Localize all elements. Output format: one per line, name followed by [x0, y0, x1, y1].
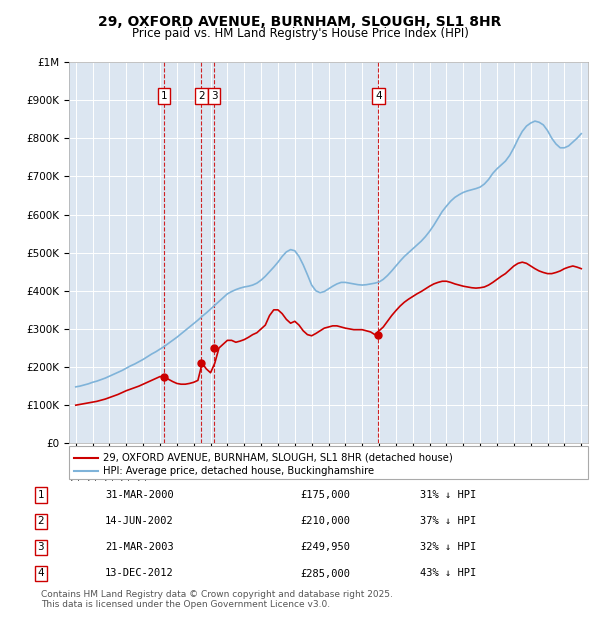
- Text: 37% ↓ HPI: 37% ↓ HPI: [420, 516, 476, 526]
- Text: 1: 1: [161, 91, 167, 101]
- Text: 13-DEC-2012: 13-DEC-2012: [105, 569, 174, 578]
- Text: 31-MAR-2000: 31-MAR-2000: [105, 490, 174, 500]
- Text: Price paid vs. HM Land Registry's House Price Index (HPI): Price paid vs. HM Land Registry's House …: [131, 27, 469, 40]
- Text: 31% ↓ HPI: 31% ↓ HPI: [420, 490, 476, 500]
- Text: 2: 2: [37, 516, 44, 526]
- Text: 1: 1: [37, 490, 44, 500]
- Text: Contains HM Land Registry data © Crown copyright and database right 2025.
This d: Contains HM Land Registry data © Crown c…: [41, 590, 392, 609]
- Text: 43% ↓ HPI: 43% ↓ HPI: [420, 569, 476, 578]
- Text: 4: 4: [37, 569, 44, 578]
- Text: 21-MAR-2003: 21-MAR-2003: [105, 542, 174, 552]
- Text: 29, OXFORD AVENUE, BURNHAM, SLOUGH, SL1 8HR (detached house): 29, OXFORD AVENUE, BURNHAM, SLOUGH, SL1 …: [103, 453, 452, 463]
- Text: £210,000: £210,000: [300, 516, 350, 526]
- Text: HPI: Average price, detached house, Buckinghamshire: HPI: Average price, detached house, Buck…: [103, 466, 374, 476]
- Text: 3: 3: [211, 91, 218, 101]
- Text: £285,000: £285,000: [300, 569, 350, 578]
- Text: £249,950: £249,950: [300, 542, 350, 552]
- Text: 4: 4: [375, 91, 382, 101]
- Text: 32% ↓ HPI: 32% ↓ HPI: [420, 542, 476, 552]
- Text: £175,000: £175,000: [300, 490, 350, 500]
- Text: 2: 2: [198, 91, 205, 101]
- Text: 3: 3: [37, 542, 44, 552]
- FancyBboxPatch shape: [69, 446, 588, 479]
- Text: 29, OXFORD AVENUE, BURNHAM, SLOUGH, SL1 8HR: 29, OXFORD AVENUE, BURNHAM, SLOUGH, SL1 …: [98, 16, 502, 30]
- Text: 14-JUN-2002: 14-JUN-2002: [105, 516, 174, 526]
